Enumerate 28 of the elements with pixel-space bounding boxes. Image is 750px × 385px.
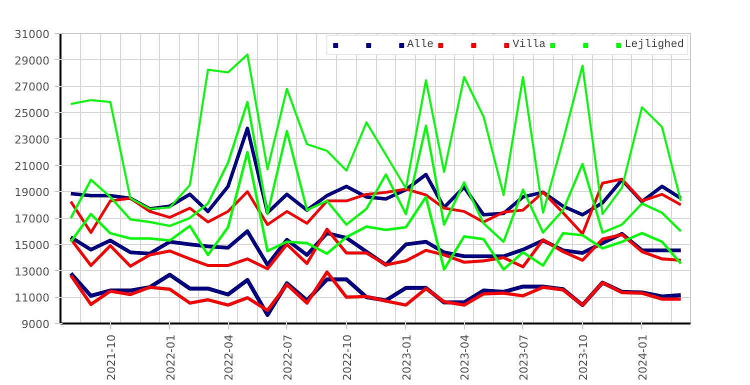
x-tick-label: 2023-04 [458,334,472,380]
y-tick-label: 19000 [14,186,50,200]
x-tick-label: 2022-04 [222,334,236,380]
y-tick-label: 11000 [14,292,50,305]
legend-label: Villa [512,39,546,51]
y-tick-label: 31000 [14,28,50,41]
y-tick-label: 21000 [14,160,50,173]
x-tick-label: 2023-01 [400,334,414,380]
legend-label: Alle [407,39,434,51]
x-tick-label: 2024-01 [636,334,650,380]
x-tick-label: 2023-10 [576,334,590,380]
line-series [70,150,682,271]
x-tick-label: 2022-07 [281,334,294,380]
y-tick-label: 9000 [22,318,50,331]
y-tick-label: 17000 [14,212,50,226]
x-tick-label: 2022-01 [164,334,178,380]
y-tick-label: 15000 [14,238,50,252]
y-tick-label: 23000 [14,133,50,146]
line-series [70,100,682,243]
x-tick-label: 2023-07 [517,334,530,380]
y-tick-label: 25000 [14,107,50,120]
line-series [70,54,682,216]
y-tick-label: 13000 [14,265,50,278]
y-tick-label: 29000 [14,54,50,68]
legend-label: Lejlighed [624,39,684,51]
x-tick-label: 2022-10 [340,334,354,380]
x-tick-label: 2021-10 [104,334,118,380]
y-tick-label: 27000 [14,80,50,94]
